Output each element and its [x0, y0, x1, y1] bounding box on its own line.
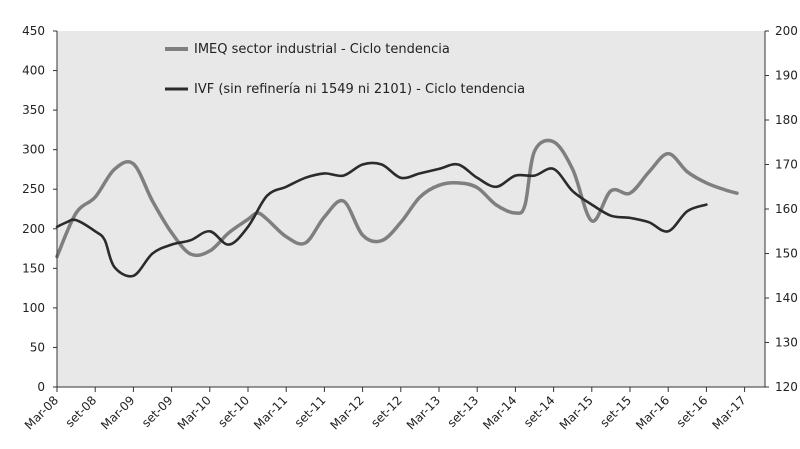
x-tick-label: set-15: [597, 393, 634, 430]
x-tick-label: set-13: [445, 393, 482, 430]
y-left-tick-label: 400: [22, 64, 45, 78]
x-tick-label: set-11: [292, 393, 329, 430]
x-tick-label: Mar-15: [557, 393, 596, 432]
y-left-tick-label: 150: [22, 261, 45, 275]
x-tick-label: Mar-12: [327, 393, 366, 432]
y-right-tick-label: 190: [775, 69, 798, 83]
y-right-tick-label: 170: [775, 158, 798, 172]
y-right-tick-label: 120: [775, 380, 798, 394]
x-tick-label: set-16: [674, 393, 711, 430]
x-tick-label: Mar-16: [633, 393, 672, 432]
x-tick-label: set-08: [63, 393, 100, 430]
x-tick-label: Mar-09: [98, 393, 137, 432]
series-line-imeq: [55, 138, 739, 259]
y-left-tick-label: 350: [22, 103, 45, 117]
y-left-tick-label: 100: [22, 301, 45, 315]
y-right-tick-label: 200: [775, 24, 798, 38]
legend: IMEQ sector industrial - Ciclo tendencia…: [165, 42, 525, 97]
x-tick-label: Mar-10: [175, 393, 214, 432]
x-tick-label: Mar-17: [709, 393, 748, 432]
y-left-tick-label: 300: [22, 143, 45, 157]
y-left-tick-label: 250: [22, 182, 45, 196]
y-left-tick-label: 200: [22, 222, 45, 236]
series-line-ivf: [55, 161, 708, 278]
series-layer: [55, 138, 739, 278]
y-right-tick-label: 160: [775, 202, 798, 216]
x-tick-label: set-14: [521, 393, 558, 430]
y-left-tick-label: 0: [37, 380, 45, 394]
y-right-tick-label: 150: [775, 247, 798, 261]
legend-label-imeq: IMEQ sector industrial - Ciclo tendencia: [194, 42, 450, 57]
x-tick-label: set-09: [139, 393, 176, 430]
x-tick-label: Mar-14: [480, 393, 519, 432]
y-right-tick-label: 140: [775, 291, 798, 305]
y-right-tick-label: 180: [775, 113, 798, 127]
x-tick-label: set-12: [368, 393, 405, 430]
x-tick-label: Mar-08: [22, 393, 61, 432]
legend-label-ivf: IVF (sin refinería ni 1549 ni 2101) - Ci…: [194, 82, 525, 97]
y-right-tick-label: 130: [775, 336, 798, 350]
x-tick-label: set-10: [215, 393, 252, 430]
x-tick-label: Mar-11: [251, 393, 290, 432]
y-left-tick-label: 450: [22, 24, 45, 38]
x-tick-label: Mar-13: [404, 393, 443, 432]
y-left-tick-label: 50: [30, 340, 45, 354]
